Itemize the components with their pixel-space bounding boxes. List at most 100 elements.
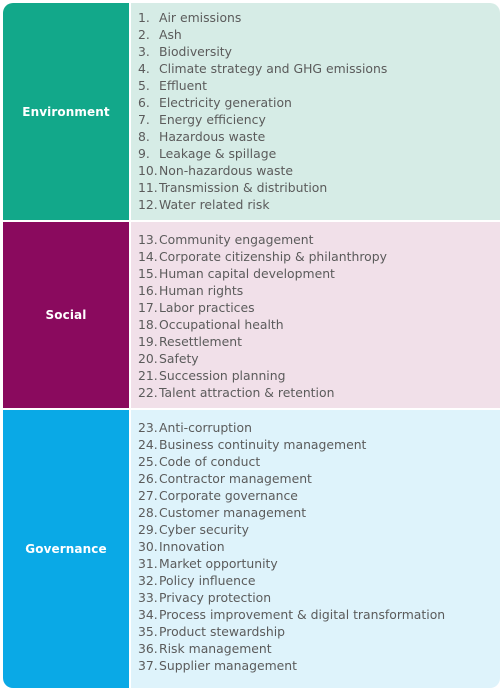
topic-item: 16. Human rights xyxy=(138,282,500,299)
topic-number: 33. xyxy=(138,590,158,605)
topic-number: 22. xyxy=(138,385,158,400)
topic-item: 36. Risk management xyxy=(138,640,500,657)
topic-item: 34. Process improvement & digital transfo… xyxy=(138,606,500,623)
topic-item: 32. Policy influence xyxy=(138,572,500,589)
social-category-label: Social xyxy=(3,222,129,408)
social-section: Social 13. Community engagement 14. Corpora… xyxy=(3,222,500,408)
topic-label: Electricity generation xyxy=(159,95,292,110)
social-topic-list: 13. Community engagement 14. Corporate citi… xyxy=(131,222,500,408)
governance-category-label: Governance xyxy=(3,410,129,688)
topic-label: Risk management xyxy=(159,641,272,656)
topic-item: 18. Occupational health xyxy=(138,316,500,333)
topic-item: 4. Climate strategy and GHG emissions xyxy=(138,60,500,77)
topic-label: Anti-corruption xyxy=(159,420,252,435)
topic-number: 4. xyxy=(138,61,150,76)
topic-item: 31. Market opportunity xyxy=(138,555,500,572)
topic-item: 22. Talent attraction & retention xyxy=(138,384,500,401)
topic-item: 33. Privacy protection xyxy=(138,589,500,606)
topic-label: Air emissions xyxy=(159,10,242,25)
topic-label: Non-hazardous waste xyxy=(159,163,293,178)
topic-number: 5. xyxy=(138,78,150,93)
topic-label: Hazardous waste xyxy=(159,129,266,144)
topic-label: Climate strategy and GHG emissions xyxy=(159,61,388,76)
topic-label: Resettlement xyxy=(159,334,242,349)
topic-label: Business continuity management xyxy=(159,437,367,452)
topic-label: Privacy protection xyxy=(159,590,272,605)
topic-item: 28. Customer management xyxy=(138,504,500,521)
topic-item: 9. Leakage & spillage xyxy=(138,145,500,162)
topic-label: Community engagement xyxy=(159,232,314,247)
topic-item: 15. Human capital development xyxy=(138,265,500,282)
topic-label: Corporate citizenship & philanthropy xyxy=(159,249,387,264)
topic-label: Human rights xyxy=(159,283,244,298)
topic-item: 23. Anti-corruption xyxy=(138,419,500,436)
topic-label: Biodiversity xyxy=(159,44,232,59)
topic-item: 26. Contractor management xyxy=(138,470,500,487)
topic-label: Innovation xyxy=(159,539,225,554)
topic-label: Customer management xyxy=(159,505,307,520)
topic-item: 8. Hazardous waste xyxy=(138,128,500,145)
topic-number: 15. xyxy=(138,266,158,281)
topic-label: Labor practices xyxy=(159,300,255,315)
topic-number: 11. xyxy=(138,180,158,195)
topic-label: Policy influence xyxy=(159,573,256,588)
topic-item: 12. Water related risk xyxy=(138,196,500,213)
topic-item: 27. Corporate governance xyxy=(138,487,500,504)
topic-number: 37. xyxy=(138,658,158,673)
environment-category-label: Environment xyxy=(3,3,129,220)
topic-item: 7. Energy efficiency xyxy=(138,111,500,128)
topic-number: 29. xyxy=(138,522,158,537)
topic-item: 13. Community engagement xyxy=(138,231,500,248)
governance-section: Governance 23. Anti-corruption 24. Business… xyxy=(3,410,500,688)
topic-item: 20. Safety xyxy=(138,350,500,367)
topic-item: 21. Succession planning xyxy=(138,367,500,384)
topic-label: Human capital development xyxy=(159,266,335,281)
topic-label: Market opportunity xyxy=(159,556,278,571)
topic-item: 35. Product stewardship xyxy=(138,623,500,640)
topic-item: 37. Supplier management xyxy=(138,657,500,674)
topic-number: 17. xyxy=(138,300,158,315)
topic-number: 35. xyxy=(138,624,158,639)
topic-number: 14. xyxy=(138,249,158,264)
topic-label: Talent attraction & retention xyxy=(159,385,335,400)
topic-number: 12. xyxy=(138,197,158,212)
topic-number: 13. xyxy=(138,232,158,247)
topic-number: 8. xyxy=(138,129,150,144)
environment-topic-list: 1. Air emissions 2. Ash 3. Biodiversity 4. Clim… xyxy=(131,3,500,220)
topic-label: Ash xyxy=(159,27,182,42)
topic-number: 24. xyxy=(138,437,158,452)
topic-label: Code of conduct xyxy=(159,454,261,469)
environment-section: Environment 1. Air emissions 2. Ash 3. Biodiv… xyxy=(3,3,500,220)
topic-item: 2. Ash xyxy=(138,26,500,43)
topic-label: Effluent xyxy=(159,78,207,93)
topic-number: 32. xyxy=(138,573,158,588)
topic-label: Leakage & spillage xyxy=(159,146,277,161)
topic-number: 25. xyxy=(138,454,158,469)
topic-item: 10. Non-hazardous waste xyxy=(138,162,500,179)
topic-label: Supplier management xyxy=(159,658,297,673)
topic-number: 20. xyxy=(138,351,158,366)
topic-number: 34. xyxy=(138,607,158,622)
topic-item: 29. Cyber security xyxy=(138,521,500,538)
topic-item: 19. Resettlement xyxy=(138,333,500,350)
topic-number: 3. xyxy=(138,44,150,59)
topic-label: Corporate governance xyxy=(159,488,298,503)
governance-topic-list: 23. Anti-corruption 24. Business continuity… xyxy=(131,410,500,688)
topic-number: 26. xyxy=(138,471,158,486)
topic-number: 1. xyxy=(138,10,150,25)
topic-item: 25. Code of conduct xyxy=(138,453,500,470)
topic-item: 1. Air emissions xyxy=(138,9,500,26)
topic-number: 31. xyxy=(138,556,158,571)
topic-label: Safety xyxy=(159,351,199,366)
topic-label: Contractor management xyxy=(159,471,312,486)
topic-number: 6. xyxy=(138,95,150,110)
topic-number: 2. xyxy=(138,27,150,42)
topic-number: 27. xyxy=(138,488,158,503)
esg-topics-table: Environment 1. Air emissions 2. Ash 3. Biodiv… xyxy=(3,3,500,688)
topic-item: 24. Business continuity management xyxy=(138,436,500,453)
topic-number: 23. xyxy=(138,420,158,435)
topic-label: Energy efficiency xyxy=(159,112,266,127)
topic-number: 10. xyxy=(138,163,158,178)
topic-item: 11. Transmission & distribution xyxy=(138,179,500,196)
topic-label: Product stewardship xyxy=(159,624,286,639)
